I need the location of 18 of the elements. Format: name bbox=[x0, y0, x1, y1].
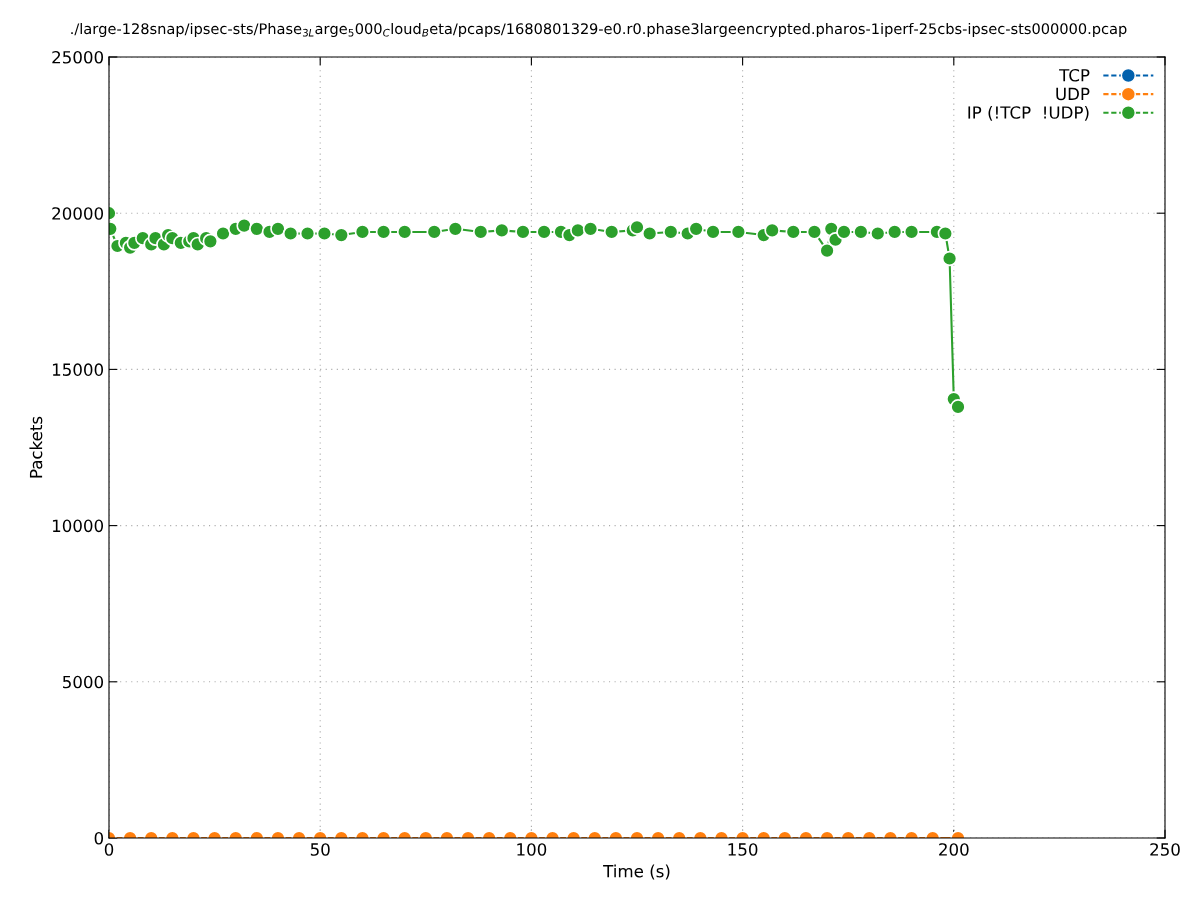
y-tick-label: 5000 bbox=[63, 675, 104, 689]
x-tick-label: 50 bbox=[310, 843, 330, 856]
x-tick-label: 0 bbox=[104, 843, 114, 856]
y-tick-label: 0 bbox=[94, 831, 104, 845]
x-tick-label: 250 bbox=[1150, 843, 1180, 856]
legend-label: IP (!TCP !UDP) bbox=[968, 105, 1089, 121]
legend-label: TCP bbox=[1059, 68, 1090, 82]
x-axis-title: Time (s) bbox=[603, 864, 670, 880]
x-tick-label: 150 bbox=[728, 843, 758, 856]
y-axis-title: Packets bbox=[29, 416, 43, 478]
y-tick-label: 25000 bbox=[52, 50, 104, 64]
x-tick-label: 200 bbox=[939, 843, 969, 856]
legend-label: UDP bbox=[1056, 87, 1090, 101]
x-tick-label: 100 bbox=[517, 843, 547, 856]
y-tick-label: 10000 bbox=[52, 519, 104, 533]
y-tick-label: 20000 bbox=[52, 207, 104, 220]
chart-title: ./large-128snap/ipsec-sts/Phase$_{3L}$arge$_{5}$000$_{C}$loud$_{B}$eta/pcaps/1680801329-e0.r0.phase3largeencrypted.pharos-1iperf-25cbs-ipsec-sts000000.pcap bbox=[71, 22, 1127, 38]
y-tick-label: 15000 bbox=[52, 363, 104, 376]
